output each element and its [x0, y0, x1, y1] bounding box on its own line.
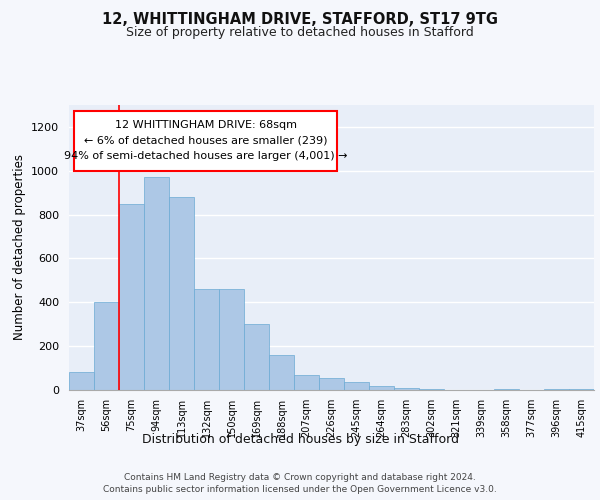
Bar: [94, 302, 119, 390]
Bar: [344, 382, 369, 390]
Bar: [119, 204, 144, 390]
Text: Contains public sector information licensed under the Open Government Licence v3: Contains public sector information licen…: [103, 485, 497, 494]
Bar: [294, 374, 319, 390]
Bar: [319, 378, 344, 390]
Bar: [144, 178, 169, 390]
Bar: [194, 289, 219, 390]
Bar: [69, 372, 94, 390]
Bar: [244, 324, 269, 390]
Text: 12, WHITTINGHAM DRIVE, STAFFORD, ST17 9TG: 12, WHITTINGHAM DRIVE, STAFFORD, ST17 9T…: [102, 12, 498, 28]
Bar: [219, 289, 244, 390]
Bar: [169, 197, 194, 390]
Bar: [544, 389, 569, 390]
Bar: [269, 355, 294, 390]
Bar: [569, 389, 594, 390]
Text: 12 WHITTINGHAM DRIVE: 68sqm
← 6% of detached houses are smaller (239)
94% of sem: 12 WHITTINGHAM DRIVE: 68sqm ← 6% of deta…: [64, 120, 347, 161]
Y-axis label: Number of detached properties: Number of detached properties: [13, 154, 26, 340]
Text: Distribution of detached houses by size in Stafford: Distribution of detached houses by size …: [142, 432, 458, 446]
Text: Contains HM Land Registry data © Crown copyright and database right 2024.: Contains HM Land Registry data © Crown c…: [124, 472, 476, 482]
Bar: [494, 389, 519, 390]
Text: Size of property relative to detached houses in Stafford: Size of property relative to detached ho…: [126, 26, 474, 39]
Bar: [394, 388, 419, 390]
Bar: [369, 386, 394, 390]
